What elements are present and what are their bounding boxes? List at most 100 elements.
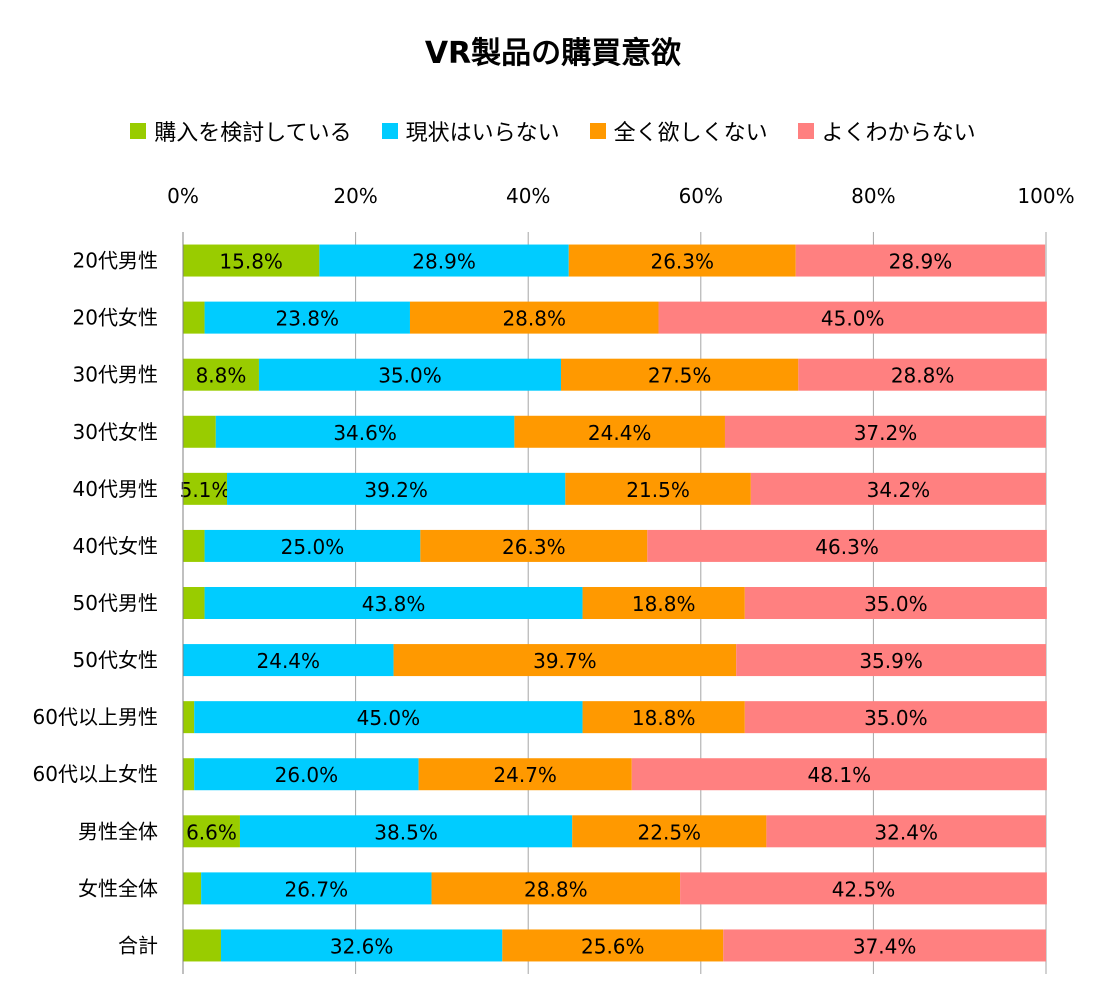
- bar-segment: [183, 701, 195, 734]
- bar-segment: [220, 929, 503, 962]
- bar-segment: [183, 472, 228, 505]
- y-tick-label: 60代以上男性: [33, 705, 158, 729]
- bar-segment: [409, 301, 659, 334]
- bar-segment: [750, 472, 1046, 505]
- y-tick-label: 50代男性: [73, 591, 158, 615]
- data-label: 28.8%: [524, 877, 588, 901]
- data-label: 35.0%: [378, 364, 442, 388]
- bar-segment: [194, 701, 583, 734]
- bar-segment: [183, 415, 216, 448]
- bar-segment: [183, 929, 221, 962]
- data-label: 23.8%: [275, 307, 339, 331]
- data-label: 28.8%: [502, 307, 566, 331]
- data-label: 35.0%: [864, 706, 928, 730]
- data-label: 39.2%: [364, 478, 428, 502]
- bar-segment: [183, 815, 240, 848]
- legend-label: 現状はいらない: [405, 121, 560, 146]
- data-label: 46.3%: [815, 535, 879, 559]
- bar-segment: [183, 644, 394, 677]
- data-label: 35.0%: [864, 592, 928, 616]
- bar-segment: [431, 872, 681, 905]
- data-label: 26.3%: [502, 535, 566, 559]
- bar-segment: [420, 529, 648, 562]
- data-label: 18.8%: [632, 592, 696, 616]
- y-tick-label: 20代男性: [73, 249, 158, 273]
- data-label: 21.5%: [626, 478, 690, 502]
- data-label: 24.7%: [493, 763, 557, 787]
- bar-segment: [418, 758, 632, 791]
- legend-item: 全く欲しくない: [589, 115, 768, 147]
- data-label: 26.7%: [285, 877, 349, 901]
- bar-segment: [204, 587, 583, 619]
- legend-swatch: [381, 123, 398, 139]
- bar-segment: [239, 815, 573, 848]
- data-label: 28.9%: [889, 250, 953, 274]
- bar-segment: [631, 758, 1047, 791]
- data-label: 26.0%: [275, 763, 339, 787]
- data-label: 25.6%: [581, 934, 645, 958]
- legend-label: 全く欲しくない: [613, 121, 768, 146]
- legend-swatch: [130, 123, 147, 139]
- bar-segment: [744, 701, 1047, 734]
- bar-segment: [744, 587, 1047, 619]
- y-tick-label: 60代以上女性: [33, 762, 158, 786]
- x-tick-label: 80%: [851, 184, 895, 208]
- bar-segment: [647, 529, 1047, 562]
- legend-swatch: [797, 123, 814, 139]
- bar-segment: [565, 472, 751, 505]
- legend-item: よくわからない: [797, 115, 976, 147]
- bar-segment: [560, 358, 799, 391]
- y-tick-label: 30代男性: [73, 363, 158, 387]
- data-label: 24.4%: [588, 421, 652, 445]
- data-label: 32.4%: [874, 820, 938, 844]
- data-label: 28.8%: [891, 364, 955, 388]
- data-label: 32.6%: [330, 934, 394, 958]
- data-label: 45.0%: [821, 307, 885, 331]
- bar-segment: [183, 301, 205, 334]
- data-label: 6.6%: [186, 820, 237, 844]
- bar-segment: [183, 758, 195, 791]
- legend: 購入を検討している 現状はいらない 全く欲しくない よくわからない: [0, 114, 1106, 148]
- bar-segment: [194, 758, 419, 791]
- bar-segment: [183, 587, 205, 619]
- y-tick-label: 50代女性: [73, 648, 158, 672]
- bar-segment: [183, 872, 202, 905]
- bar-segment: [658, 301, 1047, 334]
- data-label: 22.5%: [638, 820, 702, 844]
- bar-segment: [766, 815, 1046, 848]
- data-label: 18.8%: [632, 706, 696, 730]
- bar-segment: [183, 244, 320, 277]
- bar-segment: [258, 358, 561, 391]
- data-label: 48.1%: [808, 763, 872, 787]
- bar-segment: [724, 415, 1046, 448]
- y-tick-label: 40代女性: [73, 534, 158, 558]
- bar-segment: [393, 644, 737, 677]
- x-tick-label: 0%: [167, 184, 199, 208]
- bar-segment: [582, 701, 745, 734]
- y-tick-label: 男性全体: [78, 819, 158, 843]
- x-tick-label: 60%: [679, 184, 723, 208]
- y-tick-label: 40代男性: [73, 477, 158, 501]
- data-label: 39.7%: [533, 649, 597, 673]
- bar-segment: [798, 358, 1047, 391]
- data-label: 28.9%: [412, 250, 476, 274]
- bar-segment: [201, 872, 432, 905]
- bar-segment: [183, 529, 205, 562]
- x-tick-label: 100%: [1017, 184, 1074, 208]
- data-label: 24.4%: [257, 649, 321, 673]
- bar-segment: [514, 415, 725, 448]
- legend-swatch: [589, 123, 606, 139]
- bar-segment: [568, 244, 796, 277]
- bar-segment: [723, 929, 1046, 962]
- data-label: 25.0%: [281, 535, 345, 559]
- chart-title: VR製品の購買意欲: [424, 36, 682, 71]
- legend-item: 購入を検討している: [130, 115, 352, 147]
- x-tick-label: 40%: [506, 184, 550, 208]
- bar-segment: [204, 301, 410, 334]
- data-label: 5.1%: [180, 478, 231, 502]
- bar-segment: [502, 929, 724, 962]
- data-label: 34.2%: [867, 478, 931, 502]
- data-label: 37.2%: [854, 421, 918, 445]
- data-label: 45.0%: [357, 706, 421, 730]
